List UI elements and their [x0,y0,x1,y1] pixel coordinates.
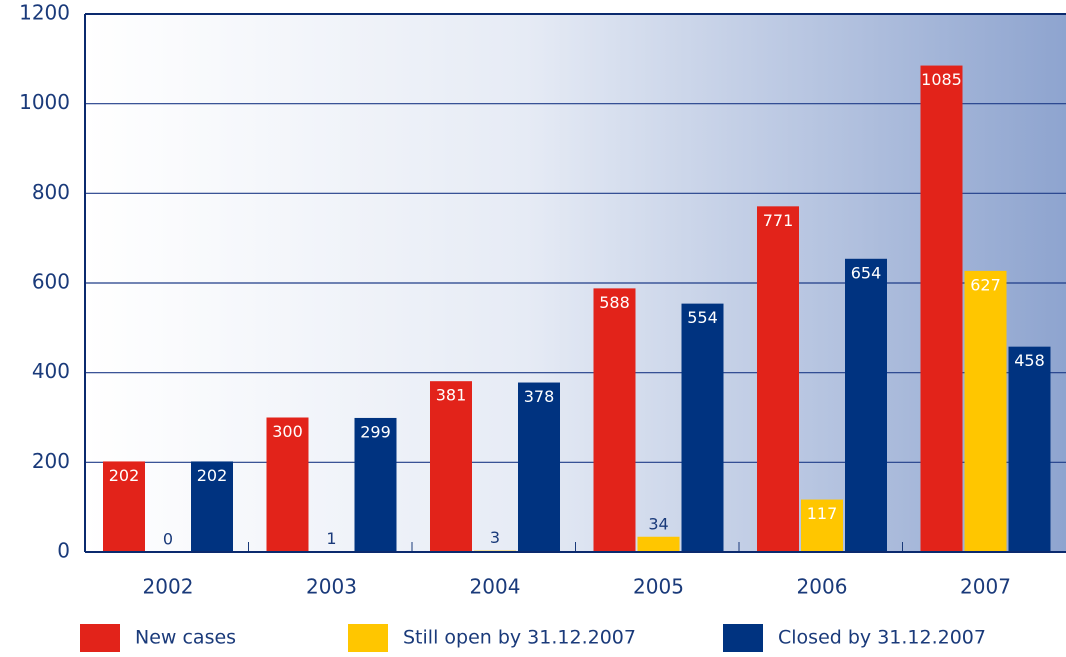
legend-label: New cases [135,627,236,649]
legend-swatch [348,624,388,652]
y-tick-label: 1200 [19,1,70,25]
value-label: 3 [490,528,500,547]
bar-0 [593,288,636,552]
value-label: 202 [109,466,140,485]
y-tick-label: 200 [32,449,70,473]
value-label: 34 [648,514,668,533]
bar-1 [964,270,1007,552]
bar-1 [637,536,680,552]
y-tick-label: 1000 [19,90,70,114]
value-label: 588 [599,293,630,312]
y-tick-label: 600 [32,270,70,294]
y-tick-label: 400 [32,359,70,383]
value-label: 771 [763,211,794,230]
value-label: 554 [687,308,718,327]
value-label: 299 [360,422,391,441]
legend-label: Still open by 31.12.2007 [403,627,636,649]
value-label: 1 [326,529,336,548]
x-tick-label: 2005 [633,575,684,599]
value-label: 0 [163,530,173,549]
bar-0 [266,417,309,552]
x-tick-label: 2003 [306,575,357,599]
value-label: 300 [272,422,303,441]
y-tick-label: 800 [32,180,70,204]
legend-swatch [723,624,763,652]
value-label: 117 [807,504,838,523]
bar-2 [845,258,887,552]
bar-2 [354,417,397,552]
value-label: 378 [524,387,555,406]
x-tick-label: 2002 [143,575,194,599]
bar-2 [191,461,233,552]
value-label: 654 [851,263,882,282]
bar-2 [518,382,560,552]
x-tick-label: 2007 [960,575,1011,599]
bar-0 [920,65,963,552]
value-label: 202 [197,466,228,485]
legend-swatch [80,624,120,652]
value-label: 627 [970,275,1001,294]
value-label: 381 [436,386,467,405]
legend-label: Closed by 31.12.2007 [778,627,986,649]
bar-0 [103,461,145,552]
bar-0 [430,381,472,552]
value-label: 458 [1014,351,1045,370]
bar-2 [1008,346,1051,552]
bar-0 [757,206,799,552]
y-tick-label: 0 [57,539,70,563]
x-tick-label: 2006 [797,575,848,599]
bar-2 [681,303,724,552]
value-label: 1085 [921,70,962,89]
bar-1 [801,499,843,552]
x-tick-label: 2004 [470,575,521,599]
